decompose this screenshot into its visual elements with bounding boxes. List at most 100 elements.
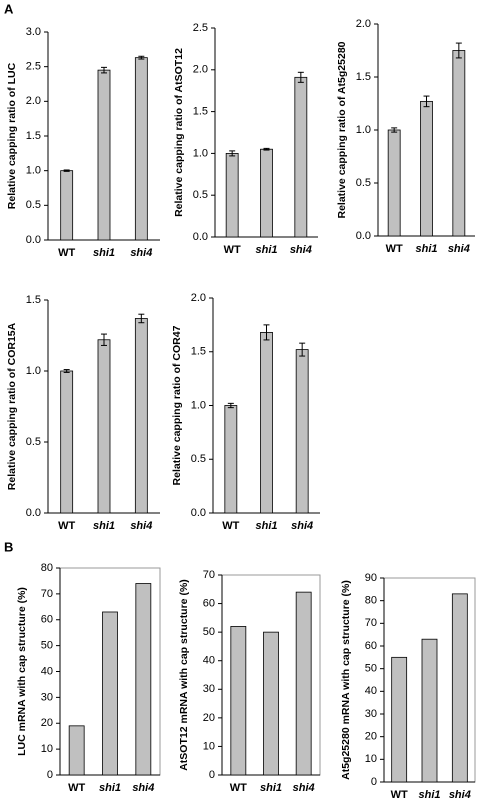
y-tick-label: 30 [41, 691, 53, 703]
y-tick-label: 1.0 [356, 124, 371, 136]
bar [135, 583, 152, 776]
error-bar [138, 313, 145, 324]
y-tick-label: 1.0 [26, 165, 41, 177]
y-tick-label: 0.5 [26, 436, 41, 448]
x-tick-label: shi1 [99, 782, 121, 794]
y-tick-label: 80 [365, 595, 377, 607]
x-tick-label: WT [391, 789, 408, 800]
bar [60, 170, 74, 241]
y-tick-label: 60 [203, 597, 215, 609]
bar [294, 76, 308, 238]
bar [225, 152, 239, 238]
x-tick-label: shi4 [130, 247, 152, 259]
bar [391, 656, 408, 783]
x-tick-label: shi4 [293, 782, 315, 794]
x-tick-label: WT [224, 244, 241, 256]
y-tick-label: 0.5 [191, 453, 206, 465]
error-bar [263, 147, 270, 151]
y-tick-label: 80 [41, 562, 53, 574]
bar [68, 725, 85, 776]
y-tick-label: 40 [203, 655, 215, 667]
y-tick-label: 0.5 [26, 199, 41, 211]
x-tick-label: shi4 [290, 244, 312, 256]
bar [230, 626, 247, 776]
x-tick-label: WT [68, 782, 85, 794]
error-bar [101, 66, 107, 74]
y-tick-label: 70 [203, 569, 215, 581]
x-tick-label: WT [222, 520, 239, 532]
y-tick-label: 20 [203, 712, 215, 724]
bar [260, 331, 273, 514]
error-bar [391, 127, 398, 133]
bar [295, 349, 309, 514]
y-tick-label: 1.5 [356, 71, 371, 83]
y-tick-label: 40 [365, 685, 377, 697]
y-tick-label: 1.0 [191, 399, 206, 411]
y-tick-label: 60 [41, 614, 53, 626]
error-bar [423, 95, 430, 108]
y-tick-label: 1.5 [26, 130, 41, 142]
y-tick-label: 2.0 [356, 18, 371, 30]
y-axis-label: Relative capping ratio of LUC [6, 62, 18, 209]
x-tick-label: shi1 [418, 789, 440, 800]
y-tick-label: 40 [41, 665, 53, 677]
y-tick-label: 2.5 [193, 22, 208, 34]
y-tick-label: 0.0 [191, 507, 206, 519]
panel-label: B [4, 539, 13, 554]
y-axis-label: Relative capping ratio of COR47 [171, 325, 183, 485]
y-axis-label: Relative capping ratio of AtSOT12 [173, 48, 185, 217]
y-tick-label: 2.0 [193, 64, 208, 76]
y-tick-label: 0.0 [26, 234, 41, 246]
y-tick-label: 1.0 [193, 147, 208, 159]
y-tick-label: 90 [365, 572, 377, 584]
y-tick-label: 0.5 [356, 177, 371, 189]
y-tick-label: 0 [371, 776, 377, 788]
y-axis-label: Relative capping ratio of At5g25280 [336, 41, 348, 218]
x-tick-label: shi4 [291, 520, 313, 532]
bar [134, 57, 148, 241]
x-tick-label: WT [386, 243, 403, 255]
panel-label: A [4, 1, 14, 16]
y-tick-label: 0 [209, 769, 215, 781]
y-axis-label: Relative capping ratio of COR15A [6, 322, 18, 490]
y-tick-label: 10 [365, 753, 377, 765]
error-bar [263, 324, 270, 341]
y-tick-label: 1.5 [191, 346, 206, 358]
bar [263, 631, 279, 776]
bar [97, 69, 111, 241]
error-bar [138, 55, 145, 60]
y-tick-label: 0.0 [193, 231, 208, 243]
x-tick-label: shi4 [132, 782, 154, 794]
y-tick-label: 2.0 [26, 95, 41, 107]
bar [102, 611, 118, 776]
x-tick-label: shi1 [255, 520, 277, 532]
bar [260, 148, 273, 238]
bar [451, 593, 468, 783]
y-tick-label: 0.0 [26, 507, 41, 519]
error-bar [299, 342, 306, 357]
y-tick-label: 2.0 [191, 292, 206, 304]
y-tick-label: 20 [365, 731, 377, 743]
bar [295, 591, 312, 776]
y-tick-label: 20 [41, 717, 53, 729]
bar [134, 318, 148, 514]
y-axis-label: LUC mRNA with cap structure (%) [16, 587, 28, 756]
y-tick-label: 70 [365, 617, 377, 629]
error-bar [455, 42, 462, 59]
error-bar [229, 150, 236, 157]
y-axis-label: AtSOT12 mRNA with cap structure (%) [178, 579, 190, 771]
y-tick-label: 10 [203, 740, 215, 752]
bar [421, 638, 438, 783]
error-bar [63, 369, 70, 373]
bar [420, 100, 433, 237]
y-tick-label: 50 [41, 640, 53, 652]
error-bar [63, 169, 70, 172]
bar [452, 50, 466, 237]
x-tick-label: shi1 [93, 247, 115, 259]
y-tick-label: 1.0 [26, 365, 41, 377]
y-tick-label: 1.5 [193, 106, 208, 118]
y-tick-label: 50 [365, 663, 377, 675]
y-tick-label: 3.0 [26, 26, 41, 38]
y-tick-label: 2.5 [26, 61, 41, 73]
x-tick-label: shi4 [448, 243, 470, 255]
